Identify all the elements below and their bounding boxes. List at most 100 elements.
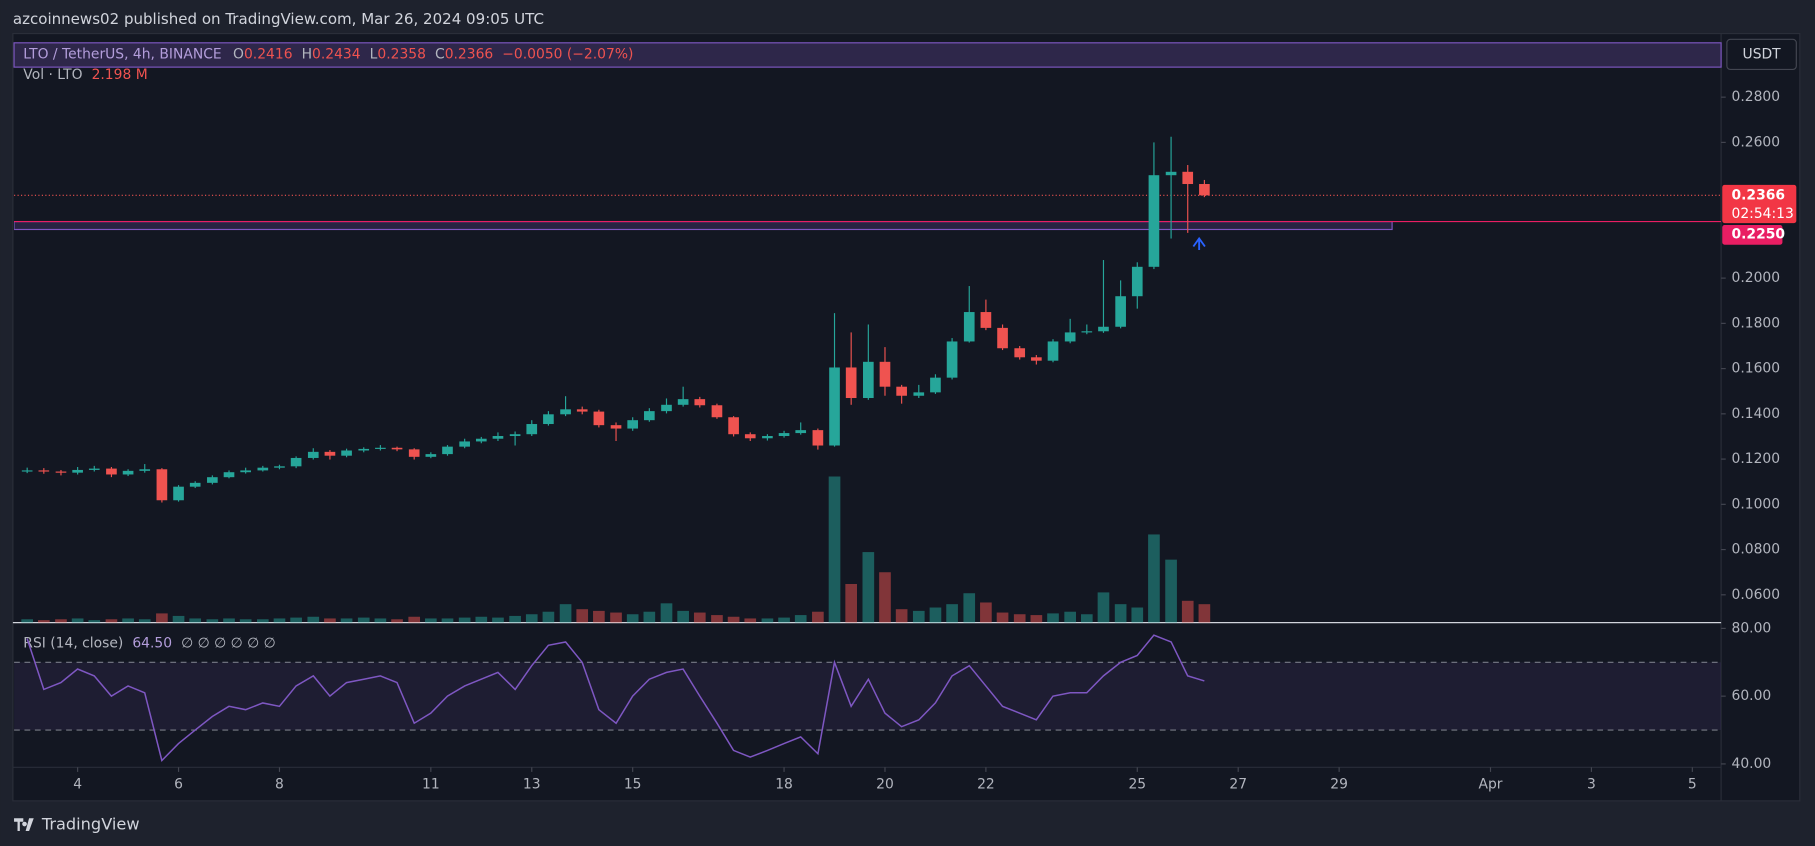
candle-body — [408, 449, 420, 457]
rsi-band — [14, 662, 1722, 731]
rsi-tick-label: 80.00 — [1732, 620, 1772, 636]
currency[interactable]: USDT — [1743, 46, 1782, 62]
volume-bar — [138, 619, 151, 623]
x-tick-label: 3 — [1587, 777, 1596, 793]
candle-body — [677, 399, 689, 405]
candle-body — [930, 377, 941, 393]
volume-bar — [475, 616, 488, 623]
candle-body — [728, 417, 739, 435]
open-value: 0.2416 — [244, 46, 293, 62]
candle-body — [694, 399, 706, 406]
rsi-last: 64.50 — [132, 635, 172, 651]
candle-body — [644, 411, 655, 421]
volume-bar — [441, 618, 454, 623]
candle-body — [711, 405, 723, 418]
candle-body — [173, 486, 184, 501]
candle-body — [526, 424, 538, 435]
volume-bar — [122, 618, 134, 623]
candle-body — [1148, 175, 1160, 267]
candle-body — [879, 361, 891, 387]
volume-bar — [980, 602, 992, 623]
last-price-box — [1722, 184, 1797, 224]
volume-bar — [1064, 611, 1076, 623]
volume-bar — [55, 619, 67, 623]
arrow-marker — [1192, 236, 1206, 250]
volume-bar — [862, 552, 875, 623]
volume-bar — [105, 619, 118, 623]
volume-bar — [879, 572, 891, 623]
volume-bar — [374, 618, 387, 623]
candle-body — [1131, 266, 1143, 297]
candle-body — [576, 409, 588, 412]
candle-body — [627, 420, 639, 429]
support-zone — [14, 220, 1393, 231]
y-tick-label: 0.1200 — [1732, 451, 1781, 467]
volume-bar — [929, 607, 942, 623]
candle-body — [55, 471, 67, 473]
candle-body — [946, 341, 958, 378]
last-price-label: 0.2366 — [1732, 187, 1786, 203]
volume-bar — [812, 611, 824, 623]
y-tick-label: 0.1400 — [1732, 406, 1781, 422]
rsi-tick-label: 60.00 — [1732, 688, 1772, 704]
rsi-tick-label: 40.00 — [1732, 756, 1772, 772]
candle-body — [391, 447, 403, 450]
y-tick-label: 0.0600 — [1732, 587, 1781, 603]
rsi-pane — [14, 634, 1722, 762]
volume-bar — [1030, 615, 1043, 623]
volume-bar — [256, 619, 269, 623]
x-tick-label: 20 — [876, 777, 894, 793]
volume-bar — [88, 620, 101, 623]
volume-bar — [559, 604, 572, 623]
x-tick-label: 15 — [624, 777, 642, 793]
candle-body — [1165, 171, 1177, 176]
candle-body — [1031, 357, 1042, 361]
volume-bar — [1181, 600, 1194, 623]
y-tick-label: 0.2800 — [1732, 89, 1781, 105]
volume-bar — [542, 611, 555, 623]
candle-body — [593, 411, 605, 426]
y-tick-label: 0.1600 — [1732, 361, 1781, 377]
y-tick-label: 0.2600 — [1732, 134, 1781, 150]
volume-bar — [324, 618, 336, 623]
x-tick-label: 18 — [775, 777, 793, 793]
candle-body — [778, 433, 790, 437]
volume-bar — [357, 617, 370, 623]
volume-bar — [996, 612, 1009, 623]
volume-bar — [290, 617, 302, 623]
level-label: 0.2250 — [1732, 226, 1786, 242]
high-label: H — [302, 46, 312, 62]
volume-bar — [711, 615, 723, 623]
rsi-placeholders: ∅ ∅ ∅ ∅ ∅ ∅ — [181, 635, 276, 651]
candle-body — [257, 467, 269, 471]
candle-body — [1115, 296, 1126, 327]
candle-body — [812, 430, 824, 446]
volume-bar — [391, 619, 403, 623]
currency-button[interactable] — [1726, 38, 1797, 71]
symbol: LTO / TetherUS, 4h, BINANCE — [23, 46, 221, 62]
candle-body — [341, 450, 352, 456]
x-tick-label: 22 — [977, 777, 995, 793]
volume-bar — [1013, 614, 1026, 623]
volume-bar — [794, 615, 807, 623]
price-pane — [14, 136, 1722, 623]
candle-body — [106, 468, 117, 475]
close-value: 0.2366 — [445, 46, 494, 62]
volume-bar — [307, 616, 320, 623]
volume-bar — [425, 618, 437, 623]
candle-body — [72, 469, 83, 473]
volume-bar — [1097, 592, 1110, 623]
brand-name: TradingView — [41, 815, 140, 834]
volume-bar — [1047, 613, 1059, 623]
low-label: L — [370, 46, 378, 62]
candle-body — [1064, 332, 1076, 342]
candle-body — [661, 404, 672, 412]
countdown: 02:54:13 — [1732, 206, 1794, 222]
volume-bar — [593, 610, 605, 623]
candle-body — [997, 327, 1008, 349]
volume-bar — [643, 611, 656, 623]
y-tick-label: 0.1000 — [1732, 496, 1781, 512]
legend: LTO / TetherUS, 4h, BINANCE O0.2416 H0.2… — [23, 46, 633, 62]
